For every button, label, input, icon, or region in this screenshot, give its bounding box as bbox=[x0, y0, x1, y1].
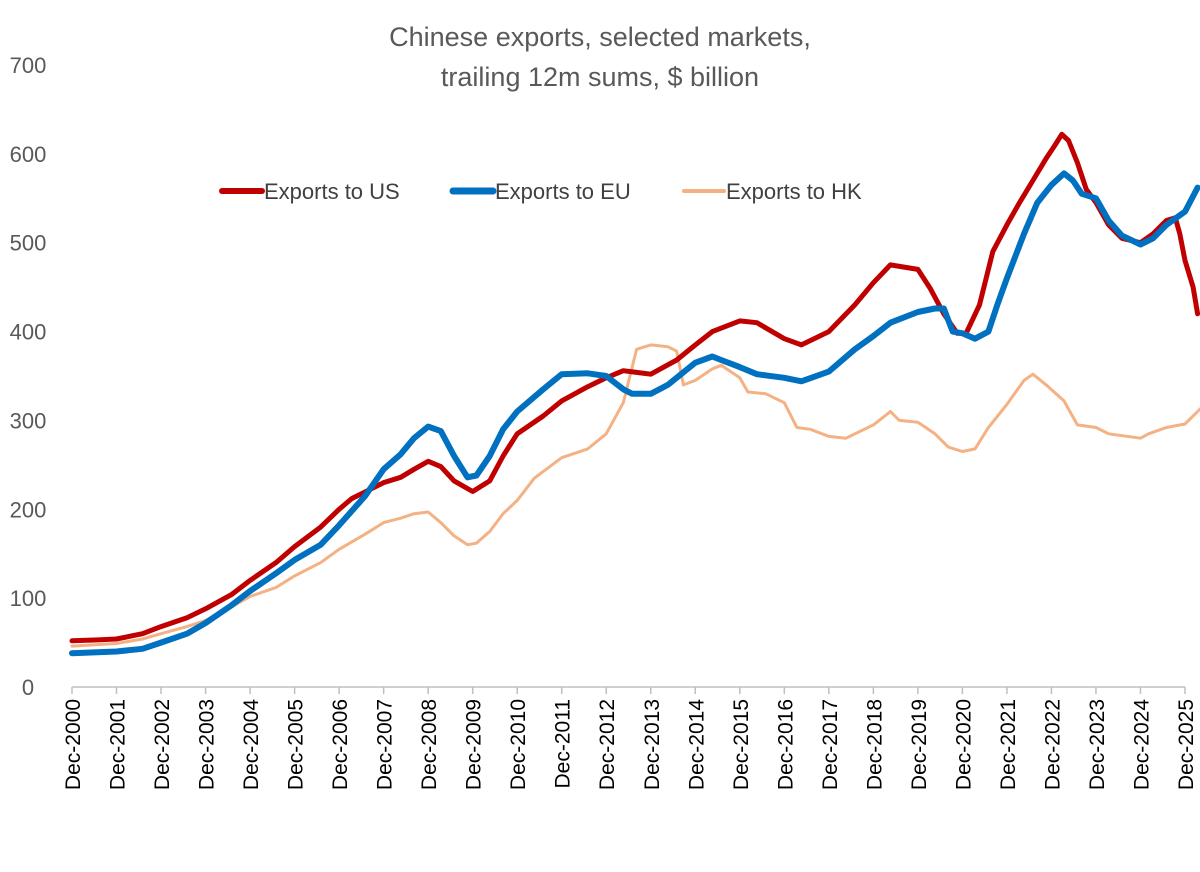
x-tick-label: Dec-2005 bbox=[285, 699, 308, 790]
legend: Exports to US Exports to EU Exports to H… bbox=[219, 179, 862, 204]
y-axis: 0 100 200 300 400 500 600 700 bbox=[10, 53, 47, 700]
x-tick-label: Dec-2003 bbox=[196, 699, 219, 790]
x-tick-label: Dec-2019 bbox=[908, 699, 931, 790]
y-tick-label: 400 bbox=[10, 320, 47, 345]
y-tick-label: 600 bbox=[10, 142, 47, 167]
x-tick-label: Dec-2015 bbox=[730, 699, 753, 790]
y-tick-label: 500 bbox=[10, 231, 47, 256]
x-tick-label: Dec-2007 bbox=[374, 699, 397, 790]
chart-title-line-1: Chinese exports, selected markets, bbox=[389, 22, 811, 52]
chart-title-line-2: trailing 12m sums, $ billion bbox=[441, 62, 759, 92]
x-tick-label: Dec-2016 bbox=[774, 699, 797, 790]
x-tick-label: Dec-2013 bbox=[641, 699, 664, 790]
x-axis: Dec-2000 Dec-2001 Dec-2002 Dec-2003 Dec-2004… bbox=[62, 686, 1198, 790]
y-tick-label: 200 bbox=[10, 497, 47, 522]
x-tick-label: Dec-2020 bbox=[952, 699, 975, 790]
legend-item-hk[interactable]: Exports to HK bbox=[682, 179, 862, 204]
legend-item-eu[interactable]: Exports to EU bbox=[449, 179, 631, 204]
x-tick-label: Dec-2024 bbox=[1130, 699, 1153, 790]
x-tick-label: Dec-2011 bbox=[552, 699, 575, 789]
x-tick-label: Dec-2022 bbox=[1041, 699, 1064, 790]
y-tick-label: 700 bbox=[10, 53, 47, 78]
x-tick-label: Dec-2018 bbox=[863, 699, 886, 790]
x-tick-label: Dec-2001 bbox=[107, 699, 130, 790]
legend-label-eu: Exports to EU bbox=[495, 179, 631, 204]
x-tick-label: Dec-2012 bbox=[596, 699, 619, 790]
y-tick-label: 0 bbox=[22, 675, 34, 700]
series-layer bbox=[69, 131, 1200, 657]
exports-to-eu-line bbox=[69, 170, 1200, 657]
x-tick-label: Dec-2023 bbox=[1086, 699, 1109, 790]
x-tick-label: Dec-2010 bbox=[507, 699, 530, 790]
x-tick-label: Dec-2014 bbox=[685, 699, 708, 790]
exports-to-us-line bbox=[69, 131, 1200, 644]
x-tick-label: Dec-2002 bbox=[151, 699, 174, 790]
x-tick-label: Dec-2017 bbox=[819, 699, 842, 790]
x-tick-label: Dec-2021 bbox=[997, 699, 1020, 790]
exports-to-hk-line bbox=[70, 343, 1200, 648]
x-tick-label: Dec-2025 bbox=[1175, 699, 1198, 790]
x-tick-label: Dec-2000 bbox=[62, 699, 85, 790]
x-tick-label: Dec-2009 bbox=[463, 699, 486, 790]
x-tick-label: Dec-2004 bbox=[240, 699, 263, 790]
x-tick-label: Dec-2008 bbox=[418, 699, 441, 790]
x-tick-label: Dec-2006 bbox=[329, 699, 352, 790]
legend-label-us: Exports to US bbox=[264, 179, 400, 204]
legend-label-hk: Exports to HK bbox=[726, 179, 862, 204]
y-tick-label: 300 bbox=[10, 408, 47, 433]
legend-item-us[interactable]: Exports to US bbox=[219, 179, 400, 204]
y-tick-label: 100 bbox=[10, 586, 47, 611]
